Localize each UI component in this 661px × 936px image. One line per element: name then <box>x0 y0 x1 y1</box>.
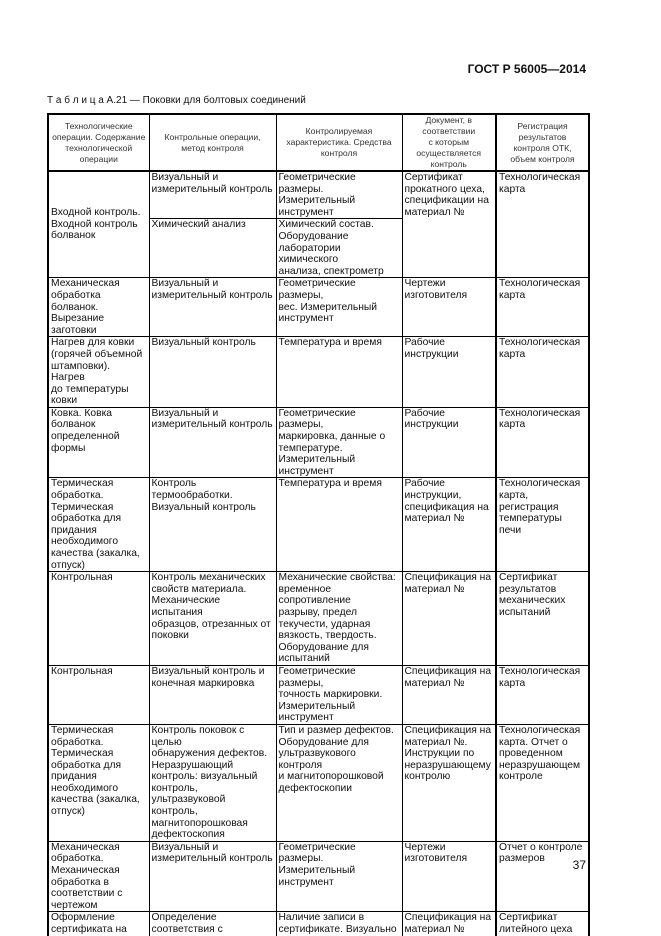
cell-registration: Технологическая карта <box>495 664 590 725</box>
cell-method: Контроль механических свойств материала.… <box>148 571 277 666</box>
cell-method: Визуальный и измерительный контроль <box>148 277 277 338</box>
cell-method: Визуальный и измерительный контроль <box>148 170 277 220</box>
cell-operation: Входной контроль. Входной контроль болва… <box>47 170 150 279</box>
cell-method: Визуальный контроль и конечная маркировк… <box>148 664 277 725</box>
column-header: Контрольные операции, метод контроля <box>148 113 277 172</box>
table-row: Ковка. Ковка болванок определенной формы… <box>47 406 590 479</box>
cell-registration: Технологическая карта <box>495 277 590 338</box>
cell-characteristic: Химический состав. Оборудование лаборато… <box>275 218 403 279</box>
table-row: Входной контроль. Входной контроль болва… <box>47 170 590 279</box>
cell-characteristic: Геометрические размеры. Измерительный ин… <box>275 170 403 220</box>
standard-number: ГОСТ Р 56005—2014 <box>467 62 586 76</box>
cell-document: Рабочие инструкции <box>401 336 497 408</box>
cell-characteristic: Температура и время <box>275 477 403 573</box>
cell-operation: Ковка. Ковка болванок определенной формы <box>47 406 150 479</box>
cell-document: Чертежи изготовителя <box>401 277 497 338</box>
cell-document: Спецификация на материал № <box>401 571 497 666</box>
column-header: Контролируемая характеристика. Средства … <box>275 113 403 172</box>
cell-operation: Механическая обработка болванок. Вырезан… <box>47 277 150 338</box>
cell-registration: Технологическая карта <box>495 170 590 279</box>
cell-method: Визуальный и измерительный контроль <box>148 840 277 913</box>
cell-characteristic: Геометрические размеры, вес. Измерительн… <box>275 277 403 338</box>
cell-registration: Технологическая карта <box>495 336 590 408</box>
cell-operation: Термическая обработка. Термическая обраб… <box>47 477 150 573</box>
table-header-row: Технологические операции. Содержание тех… <box>47 113 590 172</box>
cell-registration: Сертификат результатов механических испы… <box>495 571 590 666</box>
table-row: Контрольная Контроль механических свойств… <box>47 571 590 666</box>
cell-registration: Технологическая карта. Отчет о проведенн… <box>495 723 590 842</box>
cell-characteristic: Геометрические размеры, маркировка, данн… <box>275 406 403 479</box>
cell-operation: Нагрев для ковки (горячей объемной штамп… <box>47 336 150 408</box>
table-row: Механическая обработка. Механическая обр… <box>47 840 590 913</box>
cell-document: Спецификация на материал № <box>401 911 497 936</box>
cell-registration: Отчет о контроле размеров <box>495 840 590 913</box>
cell-operation: Механическая обработка. Механическая обр… <box>47 840 150 913</box>
page-number: 37 <box>572 858 586 872</box>
cell-document: Спецификация на материал № <box>401 664 497 725</box>
cell-document: Рабочие инструкции <box>401 406 497 479</box>
inspection-table: Технологические операции. Содержание тех… <box>47 113 590 936</box>
cell-registration: Сертификат литейного цеха <box>495 911 590 936</box>
column-header: Технологические операции. Содержание тех… <box>47 113 150 172</box>
cell-document: Сертификат прокатного цеха, спецификации… <box>401 170 497 279</box>
cell-operation: Термическая обработка. Термическая обраб… <box>47 723 150 842</box>
table-row: Термическая обработка. Термическая обраб… <box>47 723 590 842</box>
cell-characteristic: Геометрические размеры. Измерительный ин… <box>275 840 403 913</box>
table-row: Механическая обработка болванок. Вырезан… <box>47 277 590 338</box>
cell-registration: Технологическая карта <box>495 406 590 479</box>
cell-method: Визуальный контроль <box>148 336 277 408</box>
column-header: Регистрация результатов контроля ОТК, об… <box>495 113 590 172</box>
cell-document: Спецификация на материал №. Инструкции п… <box>401 723 497 842</box>
cell-registration: Технологическая карта, регистрация темпе… <box>495 477 590 573</box>
table-row: Нагрев для ковки (горячей объемной штамп… <box>47 336 590 408</box>
cell-method: Визуальный и измерительный контроль <box>148 406 277 479</box>
cell-characteristic: Наличие записи в сертификате. Визуально <box>275 911 403 936</box>
table-row: Химический анализ Химический состав. Обо… <box>48 218 589 279</box>
cell-operation: Контрольная <box>47 571 150 666</box>
cell-characteristic: Тип и размер дефектов. Оборудование для … <box>275 723 403 842</box>
table-row: Термическая обработка. Термическая обраб… <box>47 477 590 573</box>
cell-characteristic: Механические свойства: временное сопроти… <box>275 571 403 666</box>
table-row: Оформление сертификата на поковку. Запол… <box>47 911 590 936</box>
table-row: Контрольная Визуальный контроль и конечна… <box>47 664 590 725</box>
cell-operation: Контрольная <box>47 664 150 725</box>
column-header: Документ, в соответствии с которым осуще… <box>401 113 497 172</box>
cell-document: Чертежи изготовителя <box>401 840 497 913</box>
cell-document: Рабочие инструкции, спецификация на мате… <box>401 477 497 573</box>
cell-method: Определение соответствия с требованиями … <box>148 911 277 936</box>
cell-method: Контроль поковок с целью обнаружения деф… <box>148 723 277 842</box>
cell-characteristic: Температура и время <box>275 336 403 408</box>
table-caption: Т а б л и ц а А.21 — Поковки для болтовы… <box>47 95 306 106</box>
cell-operation: Оформление сертификата на поковку. Запол… <box>47 911 150 936</box>
cell-method: Химический анализ <box>148 218 277 279</box>
cell-method: Контроль термообработки. Визуальный конт… <box>148 477 277 573</box>
cell-characteristic: Геометрические размеры, точность маркиро… <box>275 664 403 725</box>
